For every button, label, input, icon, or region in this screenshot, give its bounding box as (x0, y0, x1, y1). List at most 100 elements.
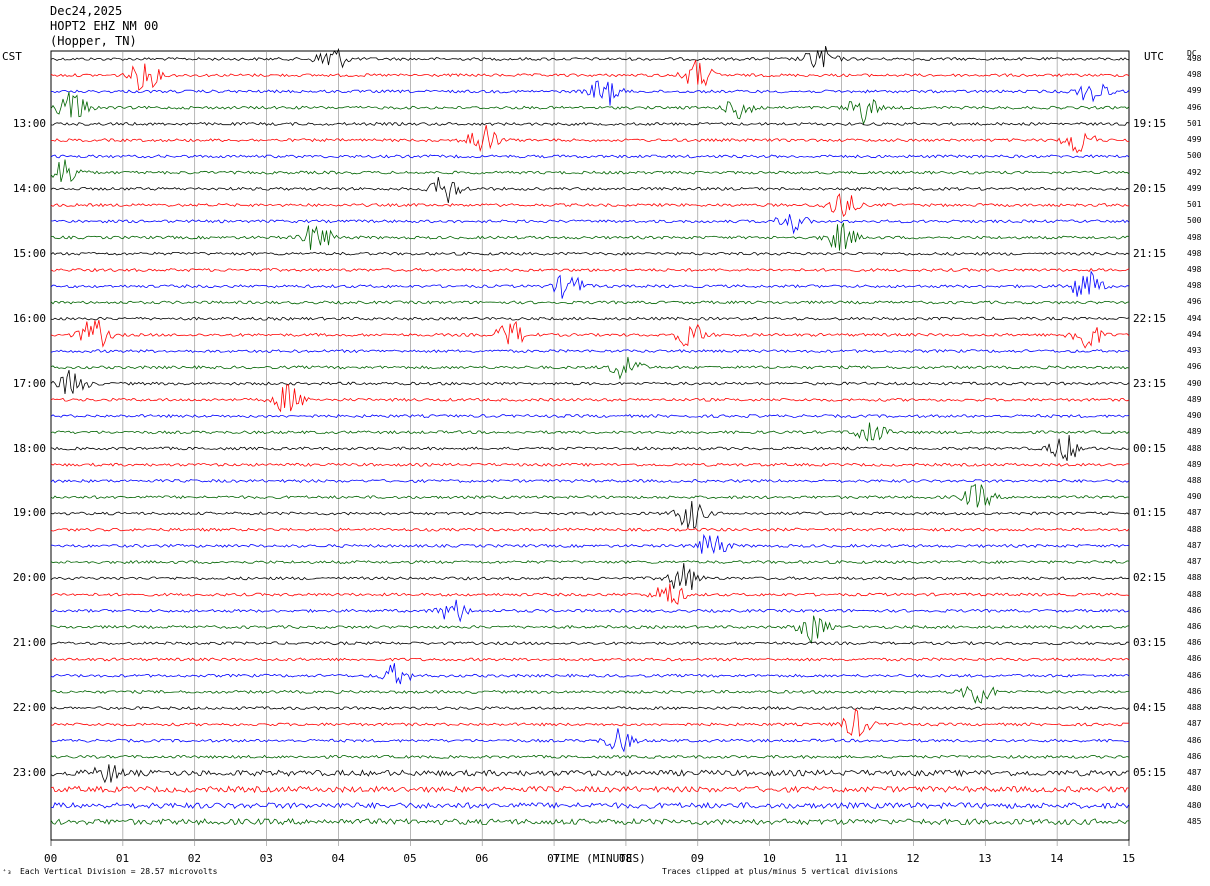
dc-offset-label: 486 (1187, 605, 1202, 615)
seismic-trace-29 (50, 527, 1130, 532)
x-axis-label: TIME (MINUTES) (553, 852, 646, 865)
dc-offset-label: 496 (1187, 362, 1202, 372)
dc-offset-label: 487 (1187, 540, 1202, 550)
clip-note: Traces clipped at plus/minus 5 vertical … (662, 867, 899, 876)
seismic-trace-47 (50, 817, 1130, 826)
dc-offset-label: 499 (1187, 86, 1202, 96)
dc-offset-label: 486 (1187, 654, 1202, 664)
seismic-trace-17 (50, 319, 1130, 349)
seismic-trace-42 (50, 728, 1130, 753)
dc-offset-label: 480 (1187, 784, 1202, 794)
dc-offset-label: 487 (1187, 508, 1202, 518)
seismic-trace-20 (50, 369, 1130, 394)
dc-offset-label: 498 (1187, 281, 1202, 291)
seismic-trace-24 (50, 434, 1130, 462)
dc-offset-label: 487 (1187, 768, 1202, 778)
left-hour-label: 19:00 (12, 506, 46, 520)
seismic-trace-46 (50, 801, 1130, 810)
seismic-trace-43 (50, 754, 1130, 759)
dc-offset-label: 486 (1187, 686, 1202, 696)
seismic-trace-22 (50, 413, 1130, 419)
dc-offset-label: 498 (1187, 54, 1202, 63)
right-hour-label: 20:15 (1133, 181, 1167, 195)
seismic-trace-34 (50, 599, 1130, 623)
seismic-trace-0 (50, 45, 1130, 69)
right-hour-label: 01:15 (1133, 506, 1167, 520)
location-label: (Hopper, TN) (50, 34, 137, 48)
seismic-trace-4 (50, 121, 1130, 126)
dc-offset-label: 486 (1187, 751, 1202, 761)
dc-offset-label: 487 (1187, 719, 1202, 729)
dc-offset-label: 489 (1187, 427, 1202, 437)
scale-note: Each Vertical Division = 28.57 microvolt… (20, 867, 218, 876)
plot-frame (50, 50, 1130, 841)
dc-offset-label: 486 (1187, 735, 1202, 745)
left-hour-label: 21:00 (12, 636, 46, 650)
dc-offset-label: 501 (1187, 200, 1202, 210)
dc-offset-label: 492 (1187, 167, 1202, 177)
left-hour-label: 20:00 (12, 571, 46, 585)
seismic-trace-33 (50, 583, 1130, 605)
dc-offset-label: 499 (1187, 135, 1202, 145)
dc-offset-label: 489 (1187, 459, 1202, 469)
x-tick-label: 12 (906, 852, 920, 865)
x-tick-label: 15 (1122, 852, 1136, 865)
left-hour-label: 23:00 (12, 766, 46, 780)
dc-offset-label: 496 (1187, 102, 1202, 112)
dc-offset-label: 494 (1187, 313, 1202, 323)
dc-offset-label: 488 (1187, 703, 1202, 713)
dc-offset-label: 498 (1187, 70, 1202, 80)
dc-offset-label: 498 (1187, 232, 1202, 242)
right-zone-label: UTC (1144, 50, 1164, 63)
x-tick-label: 05 (403, 852, 417, 865)
right-hour-label: 00:15 (1133, 441, 1167, 455)
seismic-trace-7 (50, 159, 1130, 182)
dc-offset-label: 486 (1187, 638, 1202, 648)
seismic-trace-10 (50, 214, 1130, 235)
seismic-trace-40 (50, 706, 1130, 711)
dc-offset-label: 490 (1187, 378, 1202, 388)
right-hour-label: 19:15 (1133, 116, 1167, 130)
seismic-trace-37 (50, 657, 1130, 662)
seismic-trace-30 (50, 533, 1130, 555)
seismic-trace-21 (50, 384, 1130, 413)
seismic-trace-35 (50, 615, 1130, 644)
dc-offset-label: 498 (1187, 264, 1202, 274)
dc-offset-label: 488 (1187, 443, 1202, 453)
seismic-trace-5 (50, 125, 1130, 154)
dc-offset-label: 487 (1187, 557, 1202, 567)
seismic-trace-18 (50, 349, 1130, 354)
seismic-trace-39 (50, 685, 1130, 705)
x-tick-label: 07 (547, 852, 561, 865)
left-hour-label: 14:00 (12, 181, 46, 195)
seismic-trace-41 (50, 708, 1130, 737)
dc-offset-label: 488 (1187, 573, 1202, 583)
dc-offset-label: 486 (1187, 622, 1202, 632)
dc-offset-label: 500 (1187, 151, 1202, 161)
x-tick-label: 03 (259, 852, 273, 865)
seismic-trace-6 (50, 154, 1130, 159)
left-zone-label: CST (2, 50, 22, 63)
seismic-trace-16 (50, 316, 1130, 321)
x-tick-label: 04 (331, 852, 345, 865)
left-hour-label: 13:00 (12, 116, 46, 130)
x-tick-label: 14 (1050, 852, 1064, 865)
right-hour-label: 03:15 (1133, 636, 1167, 650)
x-tick-label: 02 (187, 852, 201, 865)
x-tick-label: 01 (115, 852, 130, 865)
dc-offset-label: 493 (1187, 346, 1202, 356)
seismic-trace-19 (50, 356, 1130, 380)
seismic-trace-25 (50, 462, 1130, 467)
x-tick-label: 11 (834, 852, 848, 865)
right-hour-label: 02:15 (1133, 571, 1167, 585)
dc-offset-label: 488 (1187, 475, 1202, 485)
seismic-trace-2 (50, 80, 1130, 106)
seismic-trace-13 (50, 267, 1130, 273)
dc-offset-label: 488 (1187, 524, 1202, 534)
seismic-trace-11 (50, 222, 1130, 251)
seismic-trace-9 (50, 193, 1129, 218)
seismic-trace-28 (50, 500, 1130, 529)
x-tick-label: 08 (618, 852, 633, 865)
